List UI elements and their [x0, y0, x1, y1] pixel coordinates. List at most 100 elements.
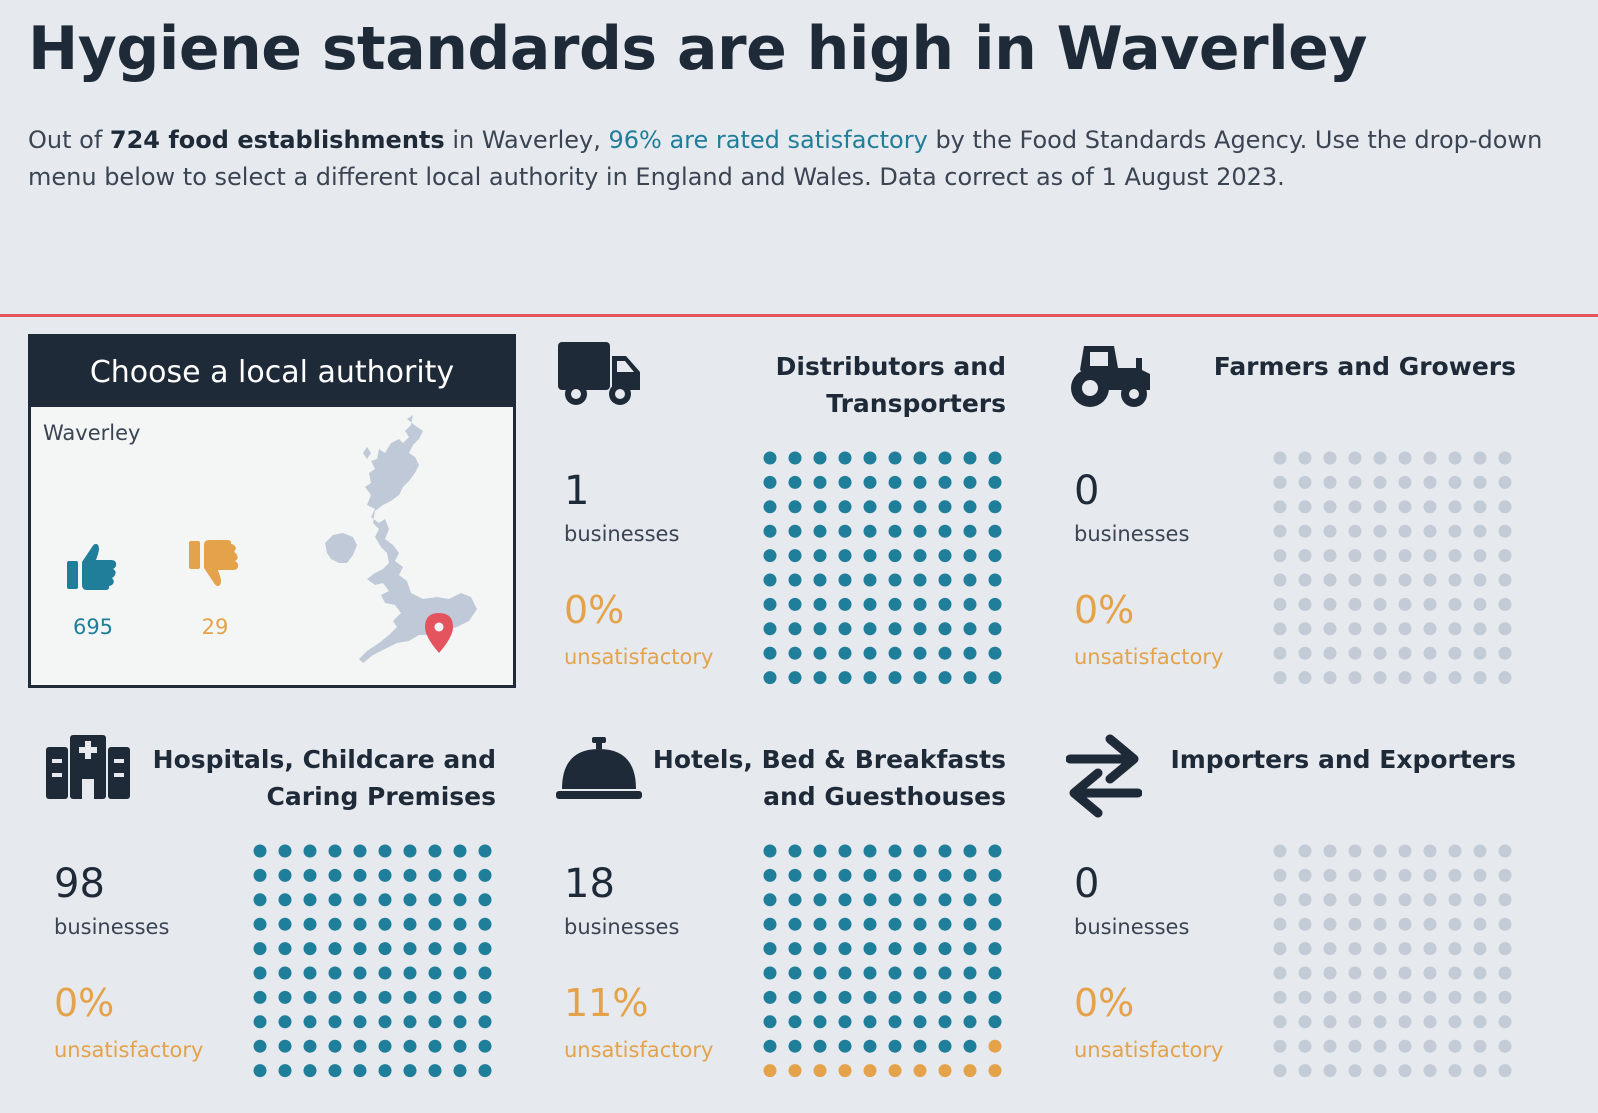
- page-title: Hygiene standards are high in Waverley: [28, 14, 1367, 84]
- dot: [428, 917, 442, 931]
- dot: [938, 671, 952, 685]
- category-title: Distributors and Transporters: [775, 352, 1006, 418]
- dot: [1423, 966, 1437, 980]
- dot: [888, 549, 902, 563]
- dot: [788, 1064, 802, 1078]
- dot: [453, 966, 467, 980]
- dot: [1273, 990, 1287, 1004]
- dot: [1423, 990, 1437, 1004]
- dot: [378, 1064, 392, 1078]
- dot: [1448, 573, 1462, 587]
- dot: [788, 966, 802, 980]
- dot: [813, 475, 827, 489]
- unsatisfactory-label: unsatisfactory: [564, 645, 714, 669]
- dot: [888, 1064, 902, 1078]
- dot: [1498, 966, 1512, 980]
- dot: [1323, 451, 1337, 465]
- dot: [253, 868, 267, 882]
- dot: [963, 1064, 977, 1078]
- dot: [1423, 893, 1437, 907]
- dot: [1473, 524, 1487, 538]
- dot: [988, 893, 1002, 907]
- dot: [453, 942, 467, 956]
- dot: [278, 893, 292, 907]
- dot: [963, 1039, 977, 1053]
- dot: [838, 500, 852, 514]
- dot: [253, 942, 267, 956]
- dot: [838, 893, 852, 907]
- dot: [1298, 1039, 1312, 1053]
- dot: [328, 966, 342, 980]
- dot: [788, 524, 802, 538]
- dot: [763, 990, 777, 1004]
- dot: [1498, 1015, 1512, 1029]
- dot: [938, 573, 952, 587]
- local-authority-dropdown[interactable]: Waverley: [43, 421, 141, 445]
- dot: [1473, 549, 1487, 563]
- dot: [963, 646, 977, 660]
- dot: [1423, 1015, 1437, 1029]
- dot: [1323, 990, 1337, 1004]
- dot: [1498, 868, 1512, 882]
- dot: [813, 917, 827, 931]
- dot: [1273, 622, 1287, 636]
- dot: [863, 1015, 877, 1029]
- dot: [1348, 893, 1362, 907]
- dot: [403, 868, 417, 882]
- dot: [763, 671, 777, 685]
- dot: [1298, 549, 1312, 563]
- dot: [1298, 524, 1312, 538]
- dot: [1423, 524, 1437, 538]
- dot: [888, 1015, 902, 1029]
- dot: [1473, 475, 1487, 489]
- dot: [1448, 1015, 1462, 1029]
- dot: [1473, 893, 1487, 907]
- dot: [1373, 549, 1387, 563]
- dot: [1473, 646, 1487, 660]
- local-authority-panel: Choose a local authority Waverley 695 29: [28, 334, 516, 688]
- dot: [938, 1039, 952, 1053]
- dot: [813, 893, 827, 907]
- dot: [888, 671, 902, 685]
- dot: [963, 990, 977, 1004]
- dot: [1348, 844, 1362, 858]
- dot: [813, 622, 827, 636]
- dot: [1498, 671, 1512, 685]
- dot: [1473, 942, 1487, 956]
- dot: [788, 475, 802, 489]
- dot: [913, 942, 927, 956]
- thumbs-down-icon: [189, 540, 239, 587]
- dot: [1373, 844, 1387, 858]
- tractor-icon: [1071, 346, 1150, 407]
- dot: [1498, 451, 1512, 465]
- dot: [1298, 1015, 1312, 1029]
- dot: [838, 1039, 852, 1053]
- unsatisfactory-label: unsatisfactory: [54, 1038, 204, 1062]
- dot: [988, 622, 1002, 636]
- dot: [1473, 966, 1487, 980]
- dot: [253, 917, 267, 931]
- dot: [303, 990, 317, 1004]
- dot: [938, 917, 952, 931]
- dot: [1348, 622, 1362, 636]
- dot: [1423, 646, 1437, 660]
- dot: [938, 1015, 952, 1029]
- dot: [1423, 597, 1437, 611]
- dot: [453, 893, 467, 907]
- dot: [1373, 966, 1387, 980]
- dot: [938, 475, 952, 489]
- dot: [1373, 524, 1387, 538]
- dot: [1298, 451, 1312, 465]
- dot: [938, 597, 952, 611]
- dot: [1323, 1064, 1337, 1078]
- exchange-arrows-icon: [1066, 734, 1142, 818]
- dot: [813, 524, 827, 538]
- dot: [1348, 868, 1362, 882]
- dot: [1398, 671, 1412, 685]
- dot: [1298, 500, 1312, 514]
- dot: [1398, 942, 1412, 956]
- dot: [963, 671, 977, 685]
- dot: [963, 597, 977, 611]
- dot: [278, 966, 292, 980]
- dot: [1448, 1064, 1462, 1078]
